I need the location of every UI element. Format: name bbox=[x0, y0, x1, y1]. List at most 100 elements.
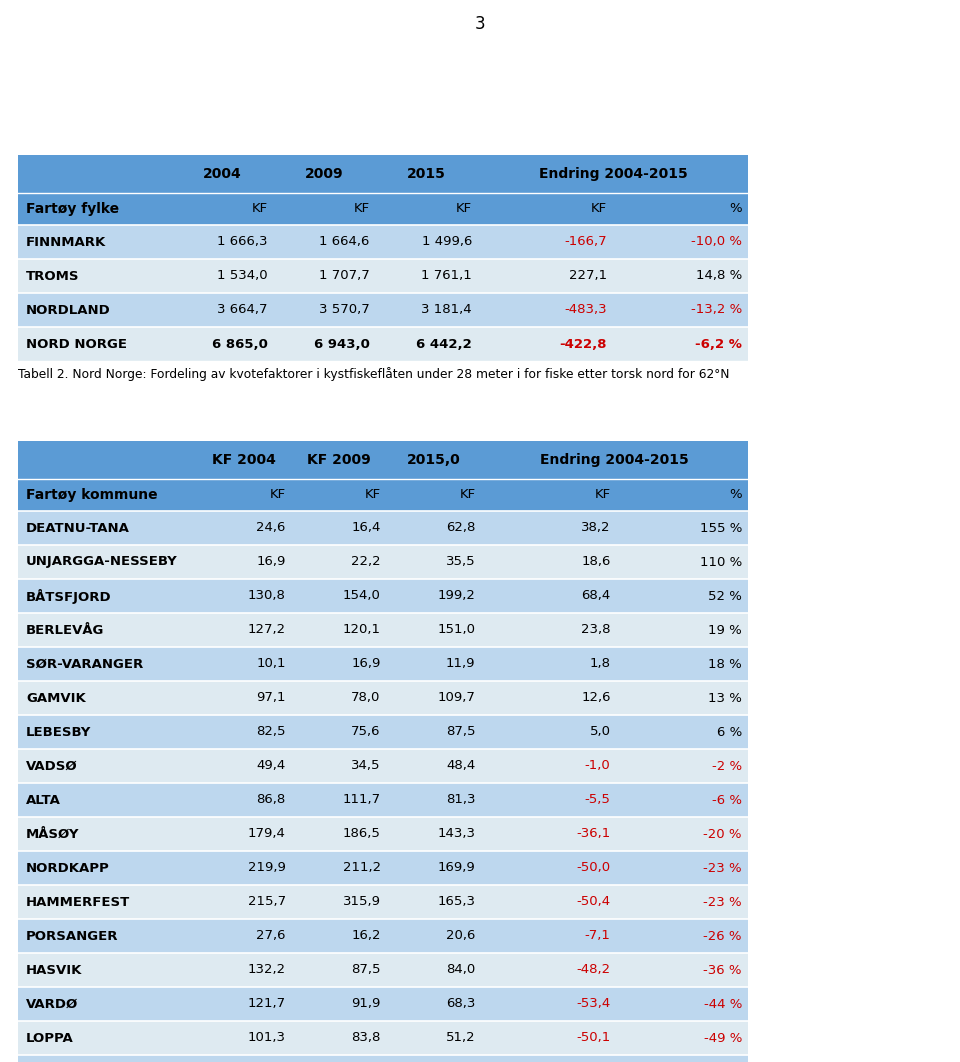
Text: 169,9: 169,9 bbox=[438, 861, 475, 874]
Text: LOPPA: LOPPA bbox=[26, 1031, 74, 1045]
Text: 132,2: 132,2 bbox=[248, 963, 286, 976]
Bar bbox=[18, 1055, 748, 1062]
Text: 68,4: 68,4 bbox=[582, 589, 611, 602]
Text: -36,1: -36,1 bbox=[576, 827, 611, 840]
Text: 109,7: 109,7 bbox=[438, 691, 475, 704]
Text: HASVIK: HASVIK bbox=[26, 963, 83, 976]
Text: 3 570,7: 3 570,7 bbox=[319, 304, 370, 316]
Bar bbox=[18, 193, 748, 225]
Text: 62,8: 62,8 bbox=[446, 521, 475, 534]
Bar bbox=[18, 579, 748, 613]
Text: TROMS: TROMS bbox=[26, 270, 80, 282]
Text: 97,1: 97,1 bbox=[256, 691, 286, 704]
Bar bbox=[18, 817, 748, 851]
Bar bbox=[18, 479, 748, 511]
Text: 86,8: 86,8 bbox=[256, 793, 286, 806]
Text: PORSANGER: PORSANGER bbox=[26, 929, 118, 942]
Text: 3 664,7: 3 664,7 bbox=[217, 304, 268, 316]
Text: 1,8: 1,8 bbox=[589, 657, 611, 670]
Bar bbox=[18, 441, 748, 479]
Text: Fartøy kommune: Fartøy kommune bbox=[26, 489, 157, 502]
Text: 6 442,2: 6 442,2 bbox=[416, 338, 472, 350]
Text: 2015: 2015 bbox=[407, 167, 446, 181]
Text: 3: 3 bbox=[474, 15, 486, 33]
Bar bbox=[18, 749, 748, 783]
Text: HAMMERFEST: HAMMERFEST bbox=[26, 895, 131, 908]
Text: NORDLAND: NORDLAND bbox=[26, 304, 110, 316]
Bar bbox=[18, 545, 748, 579]
Bar bbox=[18, 851, 748, 885]
Text: 87,5: 87,5 bbox=[446, 725, 475, 738]
Text: 227,1: 227,1 bbox=[569, 270, 607, 282]
Text: 121,7: 121,7 bbox=[248, 997, 286, 1011]
Text: 1 666,3: 1 666,3 bbox=[217, 236, 268, 249]
Bar bbox=[18, 259, 748, 293]
Text: 179,4: 179,4 bbox=[248, 827, 286, 840]
Text: 1 761,1: 1 761,1 bbox=[421, 270, 472, 282]
Text: %: % bbox=[730, 203, 742, 216]
Text: 1 534,0: 1 534,0 bbox=[217, 270, 268, 282]
Text: 6 865,0: 6 865,0 bbox=[211, 338, 268, 350]
Text: 110 %: 110 % bbox=[700, 555, 742, 568]
Text: -50,4: -50,4 bbox=[576, 895, 611, 908]
Text: 91,9: 91,9 bbox=[351, 997, 381, 1011]
Text: LEBESBY: LEBESBY bbox=[26, 725, 91, 738]
Text: 18 %: 18 % bbox=[708, 657, 742, 670]
Text: 87,5: 87,5 bbox=[351, 963, 381, 976]
Text: 12,6: 12,6 bbox=[581, 691, 611, 704]
Text: 48,4: 48,4 bbox=[446, 759, 475, 772]
Text: 75,6: 75,6 bbox=[351, 725, 381, 738]
Text: -2 %: -2 % bbox=[712, 759, 742, 772]
Text: FINNMARK: FINNMARK bbox=[26, 236, 107, 249]
Text: -26 %: -26 % bbox=[704, 929, 742, 942]
Text: 1 499,6: 1 499,6 bbox=[421, 236, 472, 249]
Text: 20,6: 20,6 bbox=[446, 929, 475, 942]
Text: -48,2: -48,2 bbox=[576, 963, 611, 976]
Text: Endring 2004-2015: Endring 2004-2015 bbox=[539, 167, 687, 181]
Text: 14,8 %: 14,8 % bbox=[696, 270, 742, 282]
Text: 6 943,0: 6 943,0 bbox=[314, 338, 370, 350]
Text: 35,5: 35,5 bbox=[446, 555, 475, 568]
Bar bbox=[18, 647, 748, 681]
Text: -36 %: -36 % bbox=[704, 963, 742, 976]
Text: NORD NORGE: NORD NORGE bbox=[26, 338, 127, 350]
Text: Endring 2004-2015: Endring 2004-2015 bbox=[540, 453, 689, 467]
Text: 52 %: 52 % bbox=[708, 589, 742, 602]
Text: KF: KF bbox=[456, 203, 472, 216]
Text: -483,3: -483,3 bbox=[564, 304, 607, 316]
Text: -6,2 %: -6,2 % bbox=[695, 338, 742, 350]
Text: NORDKAPP: NORDKAPP bbox=[26, 861, 109, 874]
Text: ALTA: ALTA bbox=[26, 793, 60, 806]
Text: 68,3: 68,3 bbox=[446, 997, 475, 1011]
Text: 16,2: 16,2 bbox=[351, 929, 381, 942]
Text: MÅSØY: MÅSØY bbox=[26, 827, 80, 840]
Text: 10,1: 10,1 bbox=[256, 657, 286, 670]
Text: 315,9: 315,9 bbox=[343, 895, 381, 908]
Text: 1 664,6: 1 664,6 bbox=[320, 236, 370, 249]
Text: 120,1: 120,1 bbox=[343, 623, 381, 636]
Text: -6 %: -6 % bbox=[712, 793, 742, 806]
Bar bbox=[18, 225, 748, 259]
Text: -5,5: -5,5 bbox=[585, 793, 611, 806]
Text: -422,8: -422,8 bbox=[560, 338, 607, 350]
Text: 3 181,4: 3 181,4 bbox=[421, 304, 472, 316]
Text: Tabell 2. Nord Norge: Fordeling av kvotefaktorer i kystfiskeflåten under 28 mete: Tabell 2. Nord Norge: Fordeling av kvote… bbox=[18, 367, 730, 381]
Bar bbox=[18, 783, 748, 817]
Text: -53,4: -53,4 bbox=[576, 997, 611, 1011]
Text: 5,0: 5,0 bbox=[589, 725, 611, 738]
Text: 83,8: 83,8 bbox=[351, 1031, 381, 1045]
Text: Fartøy fylke: Fartøy fylke bbox=[26, 202, 119, 216]
Text: 2015,0: 2015,0 bbox=[407, 453, 461, 467]
Text: -7,1: -7,1 bbox=[585, 929, 611, 942]
Text: 78,0: 78,0 bbox=[351, 691, 381, 704]
Text: 211,2: 211,2 bbox=[343, 861, 381, 874]
Text: 49,4: 49,4 bbox=[256, 759, 286, 772]
Bar bbox=[18, 953, 748, 987]
Text: 16,9: 16,9 bbox=[351, 657, 381, 670]
Text: 155 %: 155 % bbox=[700, 521, 742, 534]
Bar bbox=[18, 987, 748, 1021]
Text: -1,0: -1,0 bbox=[585, 759, 611, 772]
Text: -13,2 %: -13,2 % bbox=[691, 304, 742, 316]
Text: KF: KF bbox=[365, 489, 381, 501]
Text: KF: KF bbox=[252, 203, 268, 216]
